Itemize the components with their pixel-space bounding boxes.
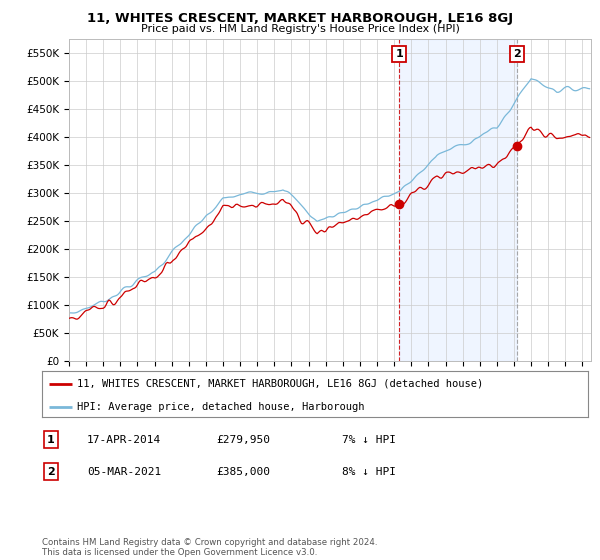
Text: 7% ↓ HPI: 7% ↓ HPI (342, 435, 396, 445)
Text: £279,950: £279,950 (216, 435, 270, 445)
Text: Contains HM Land Registry data © Crown copyright and database right 2024.
This d: Contains HM Land Registry data © Crown c… (42, 538, 377, 557)
Text: 8% ↓ HPI: 8% ↓ HPI (342, 466, 396, 477)
Text: Price paid vs. HM Land Registry's House Price Index (HPI): Price paid vs. HM Land Registry's House … (140, 24, 460, 34)
Text: 2: 2 (513, 49, 521, 59)
Text: 1: 1 (47, 435, 55, 445)
Text: 2: 2 (47, 466, 55, 477)
Text: 05-MAR-2021: 05-MAR-2021 (87, 466, 161, 477)
Text: 11, WHITES CRESCENT, MARKET HARBOROUGH, LE16 8GJ (detached house): 11, WHITES CRESCENT, MARKET HARBOROUGH, … (77, 379, 484, 389)
Text: 11, WHITES CRESCENT, MARKET HARBOROUGH, LE16 8GJ: 11, WHITES CRESCENT, MARKET HARBOROUGH, … (87, 12, 513, 25)
Text: £385,000: £385,000 (216, 466, 270, 477)
Text: 17-APR-2014: 17-APR-2014 (87, 435, 161, 445)
Text: HPI: Average price, detached house, Harborough: HPI: Average price, detached house, Harb… (77, 402, 365, 412)
Bar (399, 39, 517, 361)
Text: 1: 1 (395, 49, 403, 59)
